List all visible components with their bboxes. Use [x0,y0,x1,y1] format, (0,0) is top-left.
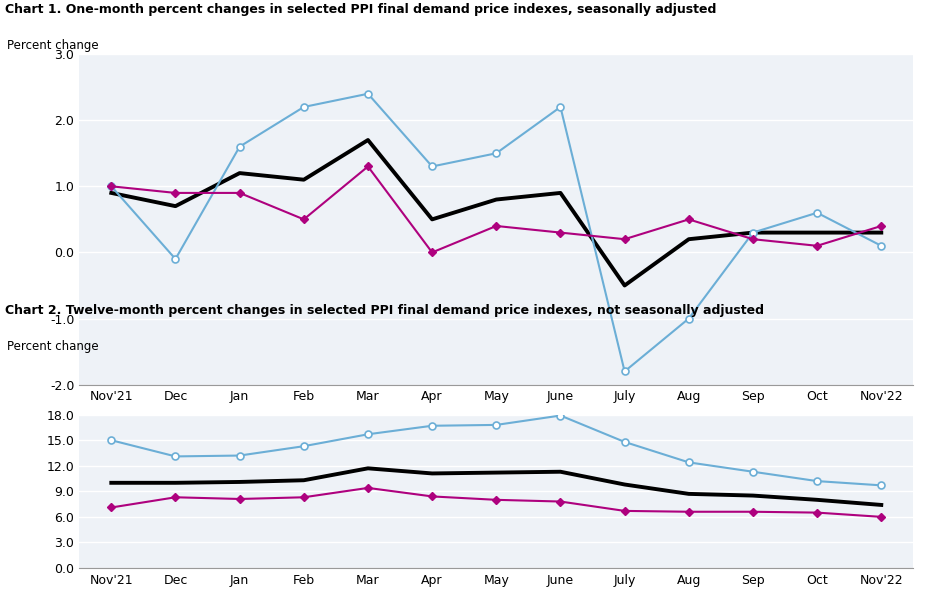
Final demand [555,189,566,197]
Final demand services [363,484,374,492]
Final demand services [490,496,501,504]
Final demand services [170,189,181,197]
Final demand [234,478,245,486]
Final demand [683,236,694,243]
Final demand [747,492,759,499]
Line: Final demand services: Final demand services [108,163,884,255]
Final demand services [619,507,630,514]
Final demand goods [490,150,501,157]
Final demand services [298,216,309,223]
Text: Percent change: Percent change [7,39,99,52]
Final demand goods [234,452,245,459]
Final demand [747,229,759,236]
Final demand [170,203,181,210]
Final demand [876,229,887,236]
Final demand goods [105,436,116,444]
Final demand [298,477,309,484]
Final demand goods [105,183,116,190]
Final demand services [555,498,566,505]
Final demand [812,229,823,236]
Line: Final demand: Final demand [111,468,882,505]
Line: Final demand goods: Final demand goods [108,412,884,489]
Final demand [105,479,116,486]
Final demand services [555,229,566,236]
Final demand services [234,189,245,197]
Final demand [876,501,887,508]
Final demand goods [490,421,501,429]
Final demand services [298,493,309,501]
Final demand [683,490,694,498]
Final demand goods [363,431,374,438]
Final demand services [619,236,630,243]
Final demand goods [812,477,823,484]
Final demand goods [812,209,823,216]
Text: Chart 2. Twelve-month percent changes in selected PPI final demand price indexes: Chart 2. Twelve-month percent changes in… [5,304,763,317]
Final demand [490,196,501,203]
Final demand services [683,508,694,516]
Final demand services [876,222,887,230]
Final demand [490,469,501,476]
Final demand [619,282,630,289]
Final demand goods [683,315,694,322]
Final demand goods [876,242,887,249]
Final demand goods [555,103,566,111]
Final demand [170,479,181,486]
Legend: Final demand, Final demand goods, Final demand services: Final demand, Final demand goods, Final … [247,450,746,474]
Final demand services [170,493,181,501]
Final demand services [490,222,501,230]
Final demand goods [619,438,630,445]
Final demand goods [555,412,566,419]
Final demand services [427,493,438,500]
Final demand services [812,242,823,249]
Final demand goods [298,103,309,111]
Final demand [555,468,566,475]
Final demand services [234,495,245,502]
Final demand goods [234,143,245,150]
Final demand [619,481,630,488]
Line: Final demand goods: Final demand goods [108,90,884,375]
Final demand [298,176,309,183]
Final demand services [427,249,438,256]
Final demand [105,189,116,197]
Line: Final demand: Final demand [111,140,882,285]
Final demand services [105,183,116,190]
Final demand services [747,508,759,516]
Final demand services [363,163,374,170]
Text: Percent change: Percent change [7,340,99,353]
Final demand [363,136,374,144]
Final demand [234,169,245,177]
Final demand goods [747,468,759,475]
Final demand services [683,216,694,223]
Final demand [363,465,374,472]
Final demand goods [427,422,438,429]
Text: Chart 1. One-month percent changes in selected PPI final demand price indexes, s: Chart 1. One-month percent changes in se… [5,3,716,16]
Final demand goods [876,482,887,489]
Final demand services [812,509,823,516]
Final demand services [105,504,116,511]
Final demand goods [619,368,630,375]
Line: Final demand services: Final demand services [108,485,884,520]
Final demand goods [298,442,309,450]
Final demand goods [170,453,181,460]
Final demand [812,496,823,504]
Final demand services [876,513,887,520]
Final demand goods [683,459,694,466]
Final demand [427,470,438,477]
Final demand services [747,236,759,243]
Final demand goods [363,90,374,97]
Final demand goods [170,255,181,263]
Final demand goods [427,163,438,170]
Final demand goods [747,229,759,236]
Final demand [427,216,438,223]
